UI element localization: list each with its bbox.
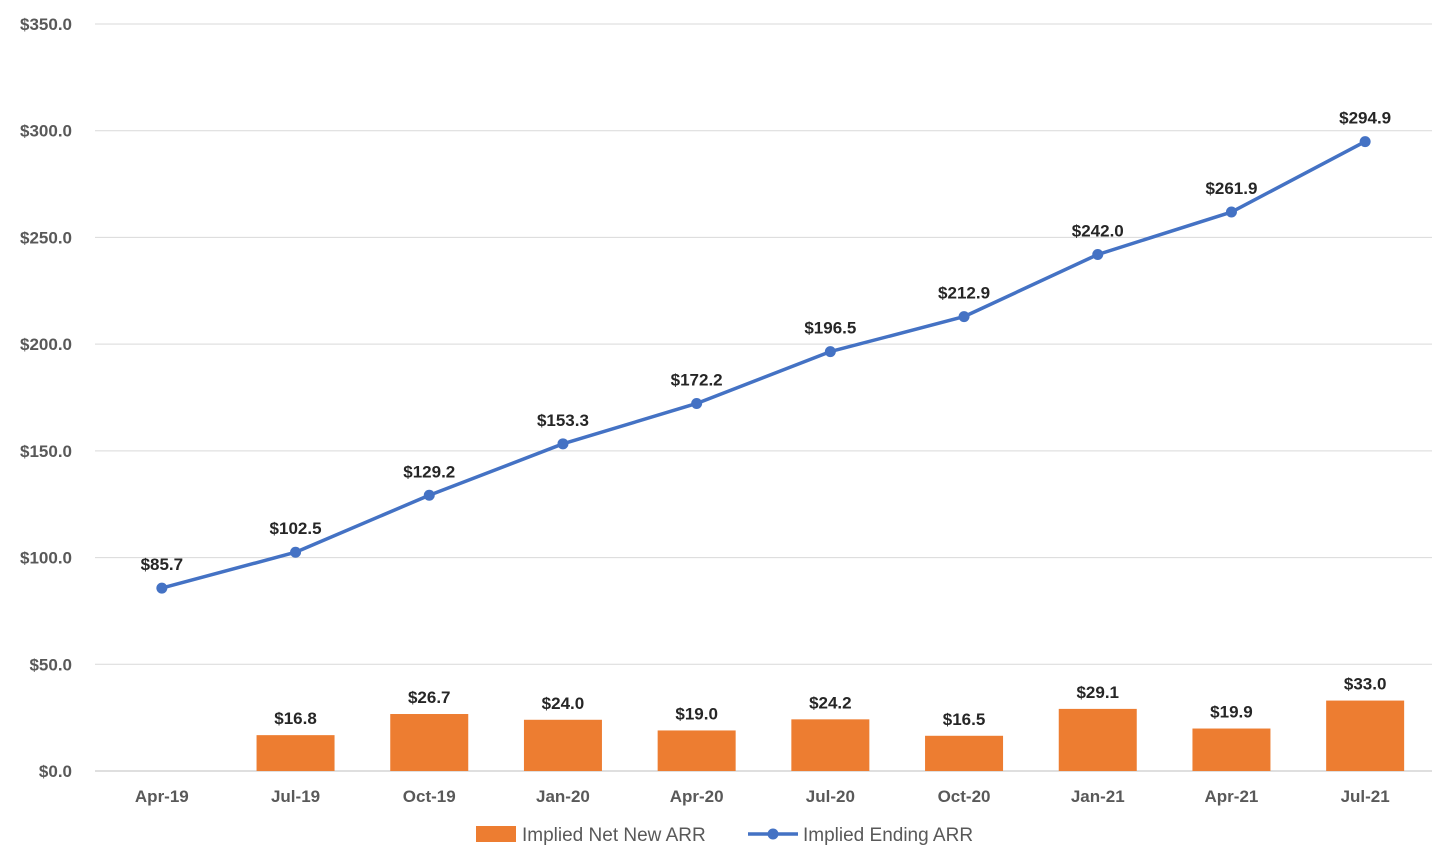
- bar: [657, 730, 736, 771]
- bar: [390, 714, 469, 771]
- legend-swatch-marker: [767, 828, 779, 840]
- y-tick-label: $200.0: [20, 335, 72, 354]
- line-point: [290, 546, 302, 558]
- legend-label-net-new-arr: Implied Net New ARR: [522, 825, 706, 846]
- line-data-label: $196.5: [804, 319, 856, 338]
- bar-data-label: $16.5: [943, 710, 986, 729]
- line-point: [824, 346, 836, 358]
- bar-data-label: $29.1: [1076, 683, 1119, 702]
- bar-data-label: $26.7: [408, 688, 451, 707]
- bar: [523, 719, 602, 771]
- legend-swatch-bar: [476, 826, 516, 842]
- x-tick-label: Jan-21: [1071, 787, 1125, 806]
- x-tick-label: Jan-20: [536, 787, 590, 806]
- bar: [925, 735, 1004, 771]
- x-tick-label: Apr-21: [1205, 787, 1259, 806]
- line-point: [557, 438, 569, 450]
- y-axis: $0.0 $50.0 $100.0 $150.0 $200.0 $250.0 $300.0 $…: [20, 15, 72, 781]
- line-series-ending-arr: $85.7 $102.5 $129.2 $153.3 $172.2 $196.5 $212.…: [141, 109, 1391, 594]
- x-tick-label: Jul-19: [271, 787, 320, 806]
- line-point: [1092, 249, 1104, 261]
- x-tick-label: Oct-20: [938, 787, 991, 806]
- y-tick-label: $100.0: [20, 549, 72, 568]
- bar-data-label: $24.0: [542, 694, 585, 713]
- gridlines: [95, 23, 1432, 772]
- bar: [791, 719, 870, 771]
- line-point: [691, 397, 703, 409]
- line-data-label: $242.0: [1072, 222, 1124, 241]
- bar-series-net-new-arr: $16.8 $26.7 $24.0 $19.0 $24.2 $16.5 $29.1 $19.9…: [256, 675, 1405, 771]
- y-tick-label: $50.0: [29, 655, 72, 674]
- bar-data-label: $16.8: [274, 709, 317, 728]
- bar: [256, 735, 335, 771]
- line-data-label: $172.2: [671, 370, 723, 389]
- y-tick-label: $150.0: [20, 442, 72, 461]
- x-tick-label: Oct-19: [403, 787, 456, 806]
- y-tick-label: $0.0: [39, 762, 72, 781]
- legend-label-ending-arr: Implied Ending ARR: [803, 825, 973, 846]
- x-tick-label: Jul-21: [1341, 787, 1390, 806]
- legend: Implied Net New ARR Implied Ending ARR: [476, 825, 973, 846]
- bar-data-label: $33.0: [1344, 675, 1387, 694]
- line-data-label: $102.5: [270, 519, 322, 538]
- line-data-label: $153.3: [537, 411, 589, 430]
- bar: [1192, 728, 1271, 771]
- y-tick-label: $250.0: [20, 228, 72, 247]
- line-point: [958, 311, 970, 323]
- bar-data-label: $24.2: [809, 693, 852, 712]
- line-data-label: $261.9: [1205, 179, 1257, 198]
- y-tick-label: $350.0: [20, 15, 72, 34]
- line-data-label: $212.9: [938, 284, 990, 303]
- bar: [1326, 700, 1405, 771]
- bar-data-label: $19.0: [675, 704, 718, 723]
- line-data-label: $129.2: [403, 462, 455, 481]
- line-point: [1225, 206, 1237, 218]
- line-data-label: $85.7: [141, 555, 184, 574]
- line-point: [156, 582, 168, 594]
- x-tick-label: Jul-20: [806, 787, 855, 806]
- x-tick-label: Apr-20: [670, 787, 724, 806]
- bar: [1058, 708, 1137, 771]
- line-point: [1359, 136, 1371, 148]
- x-axis: Apr-19 Jul-19 Oct-19 Jan-20 Apr-20 Jul-20 Oct-…: [135, 787, 1390, 806]
- line-point: [423, 489, 435, 501]
- x-tick-label: Apr-19: [135, 787, 189, 806]
- y-tick-label: $300.0: [20, 122, 72, 141]
- line-data-label: $294.9: [1339, 109, 1391, 128]
- series-line: [161, 140, 1366, 590]
- bar-data-label: $19.9: [1210, 703, 1253, 722]
